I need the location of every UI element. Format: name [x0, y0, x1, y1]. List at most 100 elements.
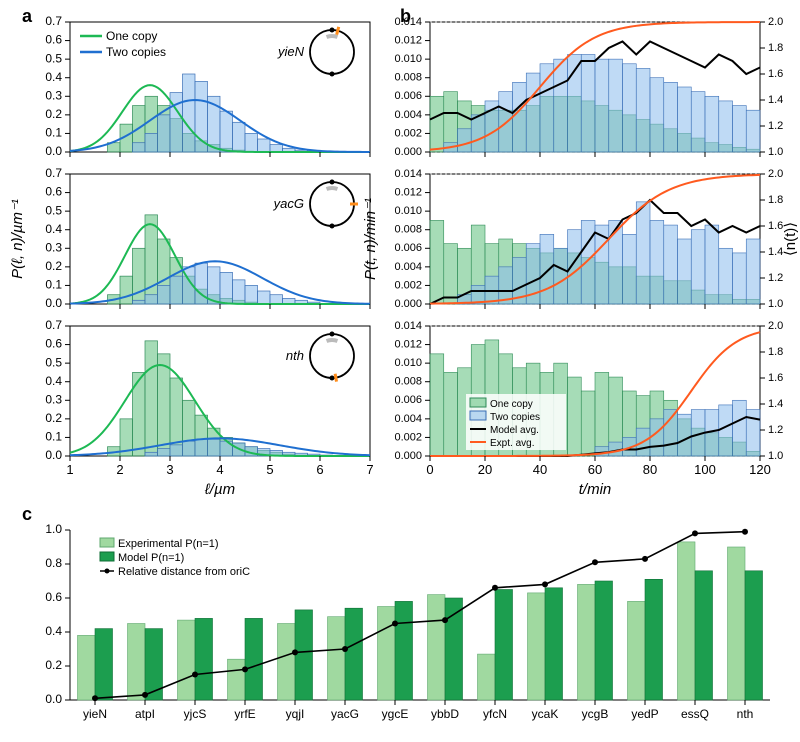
svg-text:0.3: 0.3	[45, 392, 62, 406]
bar-two-copies	[705, 225, 719, 304]
svg-text:0.6: 0.6	[45, 590, 62, 604]
bar-one-copy	[444, 372, 458, 456]
bar-one-copy	[581, 391, 595, 456]
bar-two-copies	[719, 101, 733, 152]
bar-two-copies	[270, 295, 283, 304]
svg-text:1.4: 1.4	[768, 246, 783, 258]
svg-text:0.014: 0.014	[394, 320, 422, 332]
svg-text:6: 6	[316, 462, 323, 477]
svg-text:0.6: 0.6	[45, 337, 62, 351]
bar-model	[195, 618, 213, 700]
svg-text:0.008: 0.008	[394, 376, 422, 388]
bar-two-copies	[233, 280, 246, 304]
svg-text:0.5: 0.5	[45, 203, 62, 217]
bar-experimental	[78, 635, 96, 700]
svg-text:1.8: 1.8	[768, 346, 783, 358]
bar-two-copies	[609, 59, 623, 152]
bar-two-copies	[733, 253, 747, 304]
bar-one-copy	[170, 378, 183, 456]
legend-expt: Expt. avg.	[490, 438, 534, 449]
bar-two-copies	[581, 220, 595, 304]
bar-two-copies	[540, 234, 554, 304]
bar-two-copies	[145, 452, 158, 456]
bar-model	[595, 581, 613, 700]
svg-text:0.000: 0.000	[394, 146, 422, 158]
bar-experimental	[428, 595, 446, 700]
svg-text:0.010: 0.010	[394, 53, 422, 65]
svg-text:1.2: 1.2	[768, 272, 783, 284]
distance-marker	[142, 692, 148, 698]
bar-two-copies	[664, 410, 678, 456]
bar-model	[95, 629, 113, 700]
svg-text:0.0: 0.0	[45, 448, 62, 462]
svg-text:0.6: 0.6	[45, 33, 62, 47]
bar-model	[345, 608, 363, 700]
gene-tick-label: atpI	[135, 707, 155, 721]
svg-text:5: 5	[266, 462, 273, 477]
panel-label-a: a	[22, 6, 33, 26]
bar-two-copies	[595, 225, 609, 304]
bar-experimental	[128, 624, 146, 701]
bar-one-copy	[568, 377, 582, 456]
svg-text:0.012: 0.012	[394, 34, 422, 46]
svg-text:1.4: 1.4	[768, 398, 783, 410]
svg-text:1.8: 1.8	[768, 194, 783, 206]
svg-text:0.8: 0.8	[45, 556, 62, 570]
bar-two-copies	[133, 143, 146, 152]
bar-one-copy	[595, 372, 609, 456]
svg-text:1.6: 1.6	[768, 220, 783, 232]
svg-text:0.1: 0.1	[45, 278, 62, 292]
bar-two-copies	[183, 441, 196, 456]
svg-text:0.2: 0.2	[45, 259, 62, 273]
gene-locus-marker	[335, 374, 336, 382]
gene-tick-label: yedP	[631, 707, 658, 721]
panel-a-xlabel: ℓ/µm	[204, 481, 235, 498]
svg-text:0.0: 0.0	[45, 144, 62, 158]
bar-two-copies	[245, 133, 258, 152]
gene-tick-label: nth	[737, 707, 754, 721]
bar-two-copies	[485, 101, 499, 152]
bar-model	[695, 571, 713, 700]
bar-two-copies	[650, 419, 664, 456]
svg-text:0.4: 0.4	[45, 222, 62, 236]
distance-marker	[742, 529, 748, 535]
svg-text:0.004: 0.004	[394, 261, 422, 273]
legend-two-copies: Two copies	[106, 45, 166, 59]
svg-text:0.2: 0.2	[45, 411, 62, 425]
bar-model	[745, 571, 763, 700]
bar-two-copies	[664, 82, 678, 152]
svg-text:0.012: 0.012	[394, 186, 422, 198]
svg-text:40: 40	[533, 462, 547, 477]
bar-one-copy	[430, 220, 444, 304]
bar-one-copy	[145, 341, 158, 456]
bar-two-copies	[650, 78, 664, 152]
bar-experimental	[478, 654, 496, 700]
bar-two-copies	[678, 239, 692, 304]
bar-two-copies	[245, 285, 258, 304]
bar-model	[545, 588, 563, 700]
svg-text:0.008: 0.008	[394, 72, 422, 84]
bar-two-copies	[526, 73, 540, 152]
bar-experimental	[678, 542, 696, 700]
bar-experimental	[378, 607, 396, 701]
bar-experimental	[728, 547, 746, 700]
svg-text:1.8: 1.8	[768, 42, 783, 54]
bar-two-copies	[733, 106, 747, 152]
gene-tick-label: ycgB	[582, 707, 609, 721]
bar-two-copies	[719, 405, 733, 456]
bar-one-copy	[430, 354, 444, 456]
gene-tick-label: yieN	[83, 707, 107, 721]
distance-marker	[292, 649, 298, 655]
svg-text:0.3: 0.3	[45, 88, 62, 102]
panel-a-ylabel: P(ℓ, n)/µm⁻¹	[9, 199, 26, 279]
bar-two-copies	[195, 439, 208, 456]
bar-two-copies	[170, 93, 183, 152]
svg-text:0.000: 0.000	[394, 450, 422, 462]
distance-marker	[442, 617, 448, 623]
svg-text:7: 7	[366, 462, 373, 477]
bar-model	[245, 618, 263, 700]
svg-text:1.0: 1.0	[768, 450, 783, 462]
bar-two-copies	[258, 139, 271, 152]
svg-text:0.7: 0.7	[45, 14, 62, 28]
svg-text:0.014: 0.014	[394, 16, 422, 28]
